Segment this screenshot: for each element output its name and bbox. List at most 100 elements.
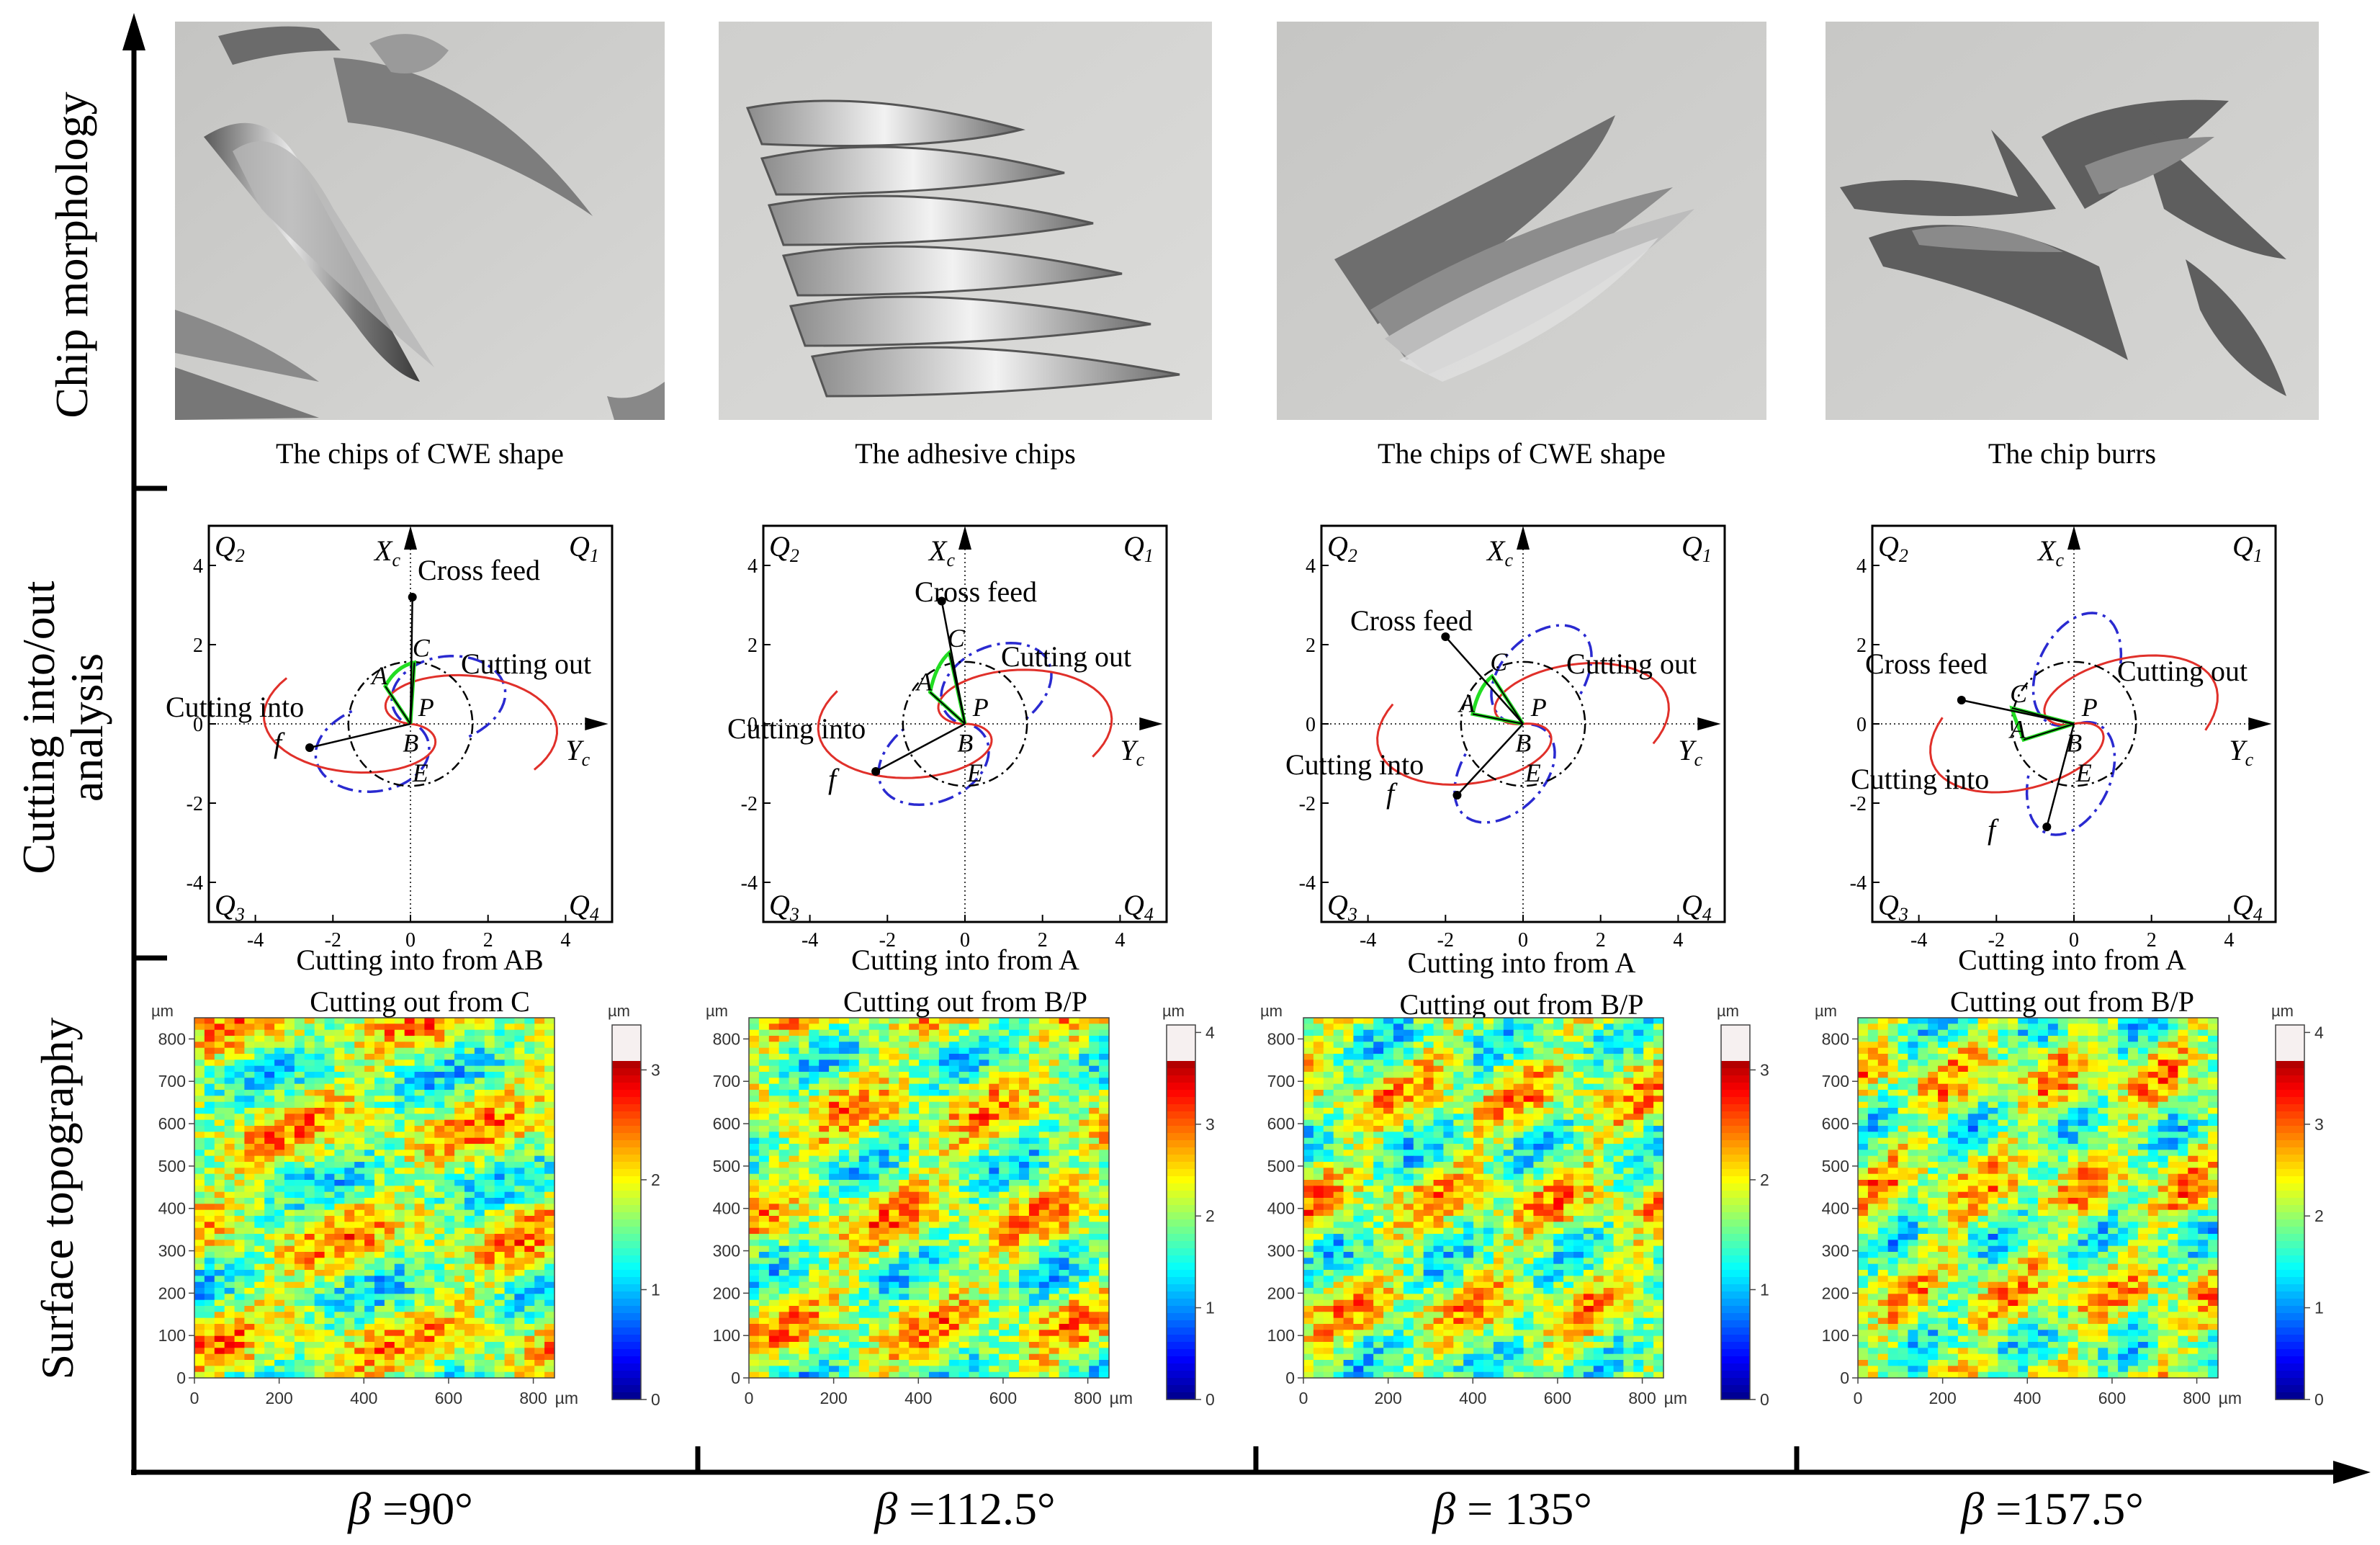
heatmap-cell	[504, 1042, 516, 1049]
heatmap-cell	[809, 1083, 819, 1091]
heatmap-cell	[749, 1096, 760, 1103]
heatmap-cell	[969, 1119, 980, 1127]
heatmap-cell	[234, 1078, 246, 1085]
heatmap-cell	[848, 1132, 860, 1139]
heatmap-cell	[504, 1258, 516, 1265]
heatmap-cell	[1443, 1029, 1454, 1036]
heatmap-cell	[364, 1276, 375, 1283]
heatmap-cell	[958, 1108, 970, 1114]
heatmap-cell	[224, 1353, 235, 1361]
heatmap-cell	[424, 1054, 435, 1060]
heatmap-cell	[1069, 1324, 1079, 1330]
heatmap-cell	[444, 1317, 455, 1325]
heatmap-cell	[1059, 1024, 1070, 1031]
heatmap-cell	[404, 1083, 416, 1091]
heatmap-cell	[919, 1072, 930, 1078]
heatmap-cell	[749, 1227, 760, 1235]
heatmap-cell	[858, 1288, 870, 1294]
colorbar-step	[1167, 1068, 1195, 1076]
heatmap-cell	[514, 1216, 525, 1222]
heatmap-cell	[969, 1353, 980, 1361]
heatmap-cell	[314, 1306, 325, 1312]
heatmap-cell	[514, 1312, 525, 1319]
heatmap-cell	[848, 1252, 860, 1258]
heatmap-cell	[1048, 1047, 1060, 1054]
heatmap-cell	[948, 1299, 960, 1307]
heatmap-cell	[384, 1299, 395, 1307]
heatmap-cell	[1513, 1029, 1524, 1036]
heatmap-cell	[1038, 1180, 1050, 1186]
heatmap-cell	[324, 1209, 336, 1217]
heatmap-cell	[274, 1335, 285, 1343]
heatmap-cell	[889, 1090, 899, 1096]
heatmap-cell	[929, 1126, 940, 1132]
heatmap-cell	[294, 1180, 305, 1186]
heatmap-cell	[809, 1276, 819, 1283]
heatmap-cell	[514, 1191, 525, 1199]
heatmap-cell	[454, 1306, 465, 1312]
heatmap-cell	[524, 1114, 535, 1121]
heatmap-cell	[758, 1245, 770, 1253]
heatmap-cell	[1019, 1162, 1030, 1168]
heatmap-cell	[799, 1168, 809, 1175]
heatmap-cell	[484, 1108, 495, 1114]
heatmap-cell	[194, 1101, 205, 1109]
heatmap-cell	[868, 1276, 880, 1283]
heatmap-cell	[1069, 1360, 1079, 1366]
heatmap-cell	[514, 1090, 525, 1096]
heatmap-cell	[314, 1366, 325, 1373]
heatmap-cell	[294, 1270, 305, 1276]
heatmap-cell	[789, 1119, 800, 1127]
heatmap-cell	[494, 1024, 506, 1031]
heatmap-cell	[839, 1132, 850, 1139]
heatmap-cell	[1069, 1168, 1079, 1175]
heatmap-cell	[829, 1216, 840, 1222]
colorbar-step	[1167, 1097, 1195, 1105]
heatmap-cell	[264, 1263, 275, 1271]
heatmap-cell	[858, 1198, 870, 1204]
quadrant-subscript-q4: 4	[2253, 904, 2263, 925]
heatmap-cell	[1028, 1173, 1040, 1181]
heatmap-cell	[354, 1240, 365, 1247]
heatmap-cell	[839, 1288, 850, 1294]
heatmap-cell	[1633, 1042, 1644, 1049]
heatmap-cell	[194, 1276, 205, 1283]
heatmap-cell	[958, 1065, 970, 1072]
heatmap-cell	[749, 1317, 760, 1325]
heatmap-cell	[374, 1101, 385, 1109]
heatmap-cell	[889, 1227, 899, 1235]
heatmap-cell	[444, 1060, 455, 1067]
heatmap-cell	[1099, 1216, 1110, 1222]
heatmap-cell	[899, 1234, 910, 1240]
heatmap-cell	[919, 1306, 930, 1312]
heatmap-cell	[1059, 1299, 1070, 1307]
colorbar-step	[612, 1392, 641, 1400]
heatmap-cell	[324, 1198, 336, 1204]
heatmap-cell	[938, 1186, 950, 1193]
heatmap-cell	[979, 1065, 989, 1072]
heatmap-cell	[909, 1198, 920, 1204]
x-tick-label: 0	[405, 929, 416, 951]
heatmap-cell	[314, 1240, 325, 1247]
heatmap-cell	[1028, 1078, 1040, 1085]
heatmap-cell	[1473, 1018, 1484, 1024]
heatmap-cell	[1503, 1024, 1514, 1031]
heatmap-cell	[1038, 1234, 1050, 1240]
heatmap-cell	[929, 1180, 940, 1186]
heatmap-cell	[758, 1162, 770, 1168]
heatmap-cell	[958, 1173, 970, 1181]
cross-feed-label: Cross feed	[1350, 604, 1473, 637]
heatmap-cell	[809, 1245, 819, 1253]
heatmap-cell	[434, 1119, 445, 1127]
heatmap-cell	[1048, 1317, 1060, 1325]
heatmap-cell	[899, 1126, 910, 1132]
x-tick-label: 2	[2147, 929, 2157, 951]
heatmap-cell	[214, 1227, 225, 1235]
heatmap-cell	[374, 1036, 385, 1042]
heatmap-cell	[829, 1054, 840, 1060]
heatmap-cell	[1099, 1150, 1110, 1157]
heatmap-cell	[929, 1263, 940, 1271]
heatmap-cell	[999, 1054, 1010, 1060]
heatmap-cell	[1483, 1042, 1494, 1049]
